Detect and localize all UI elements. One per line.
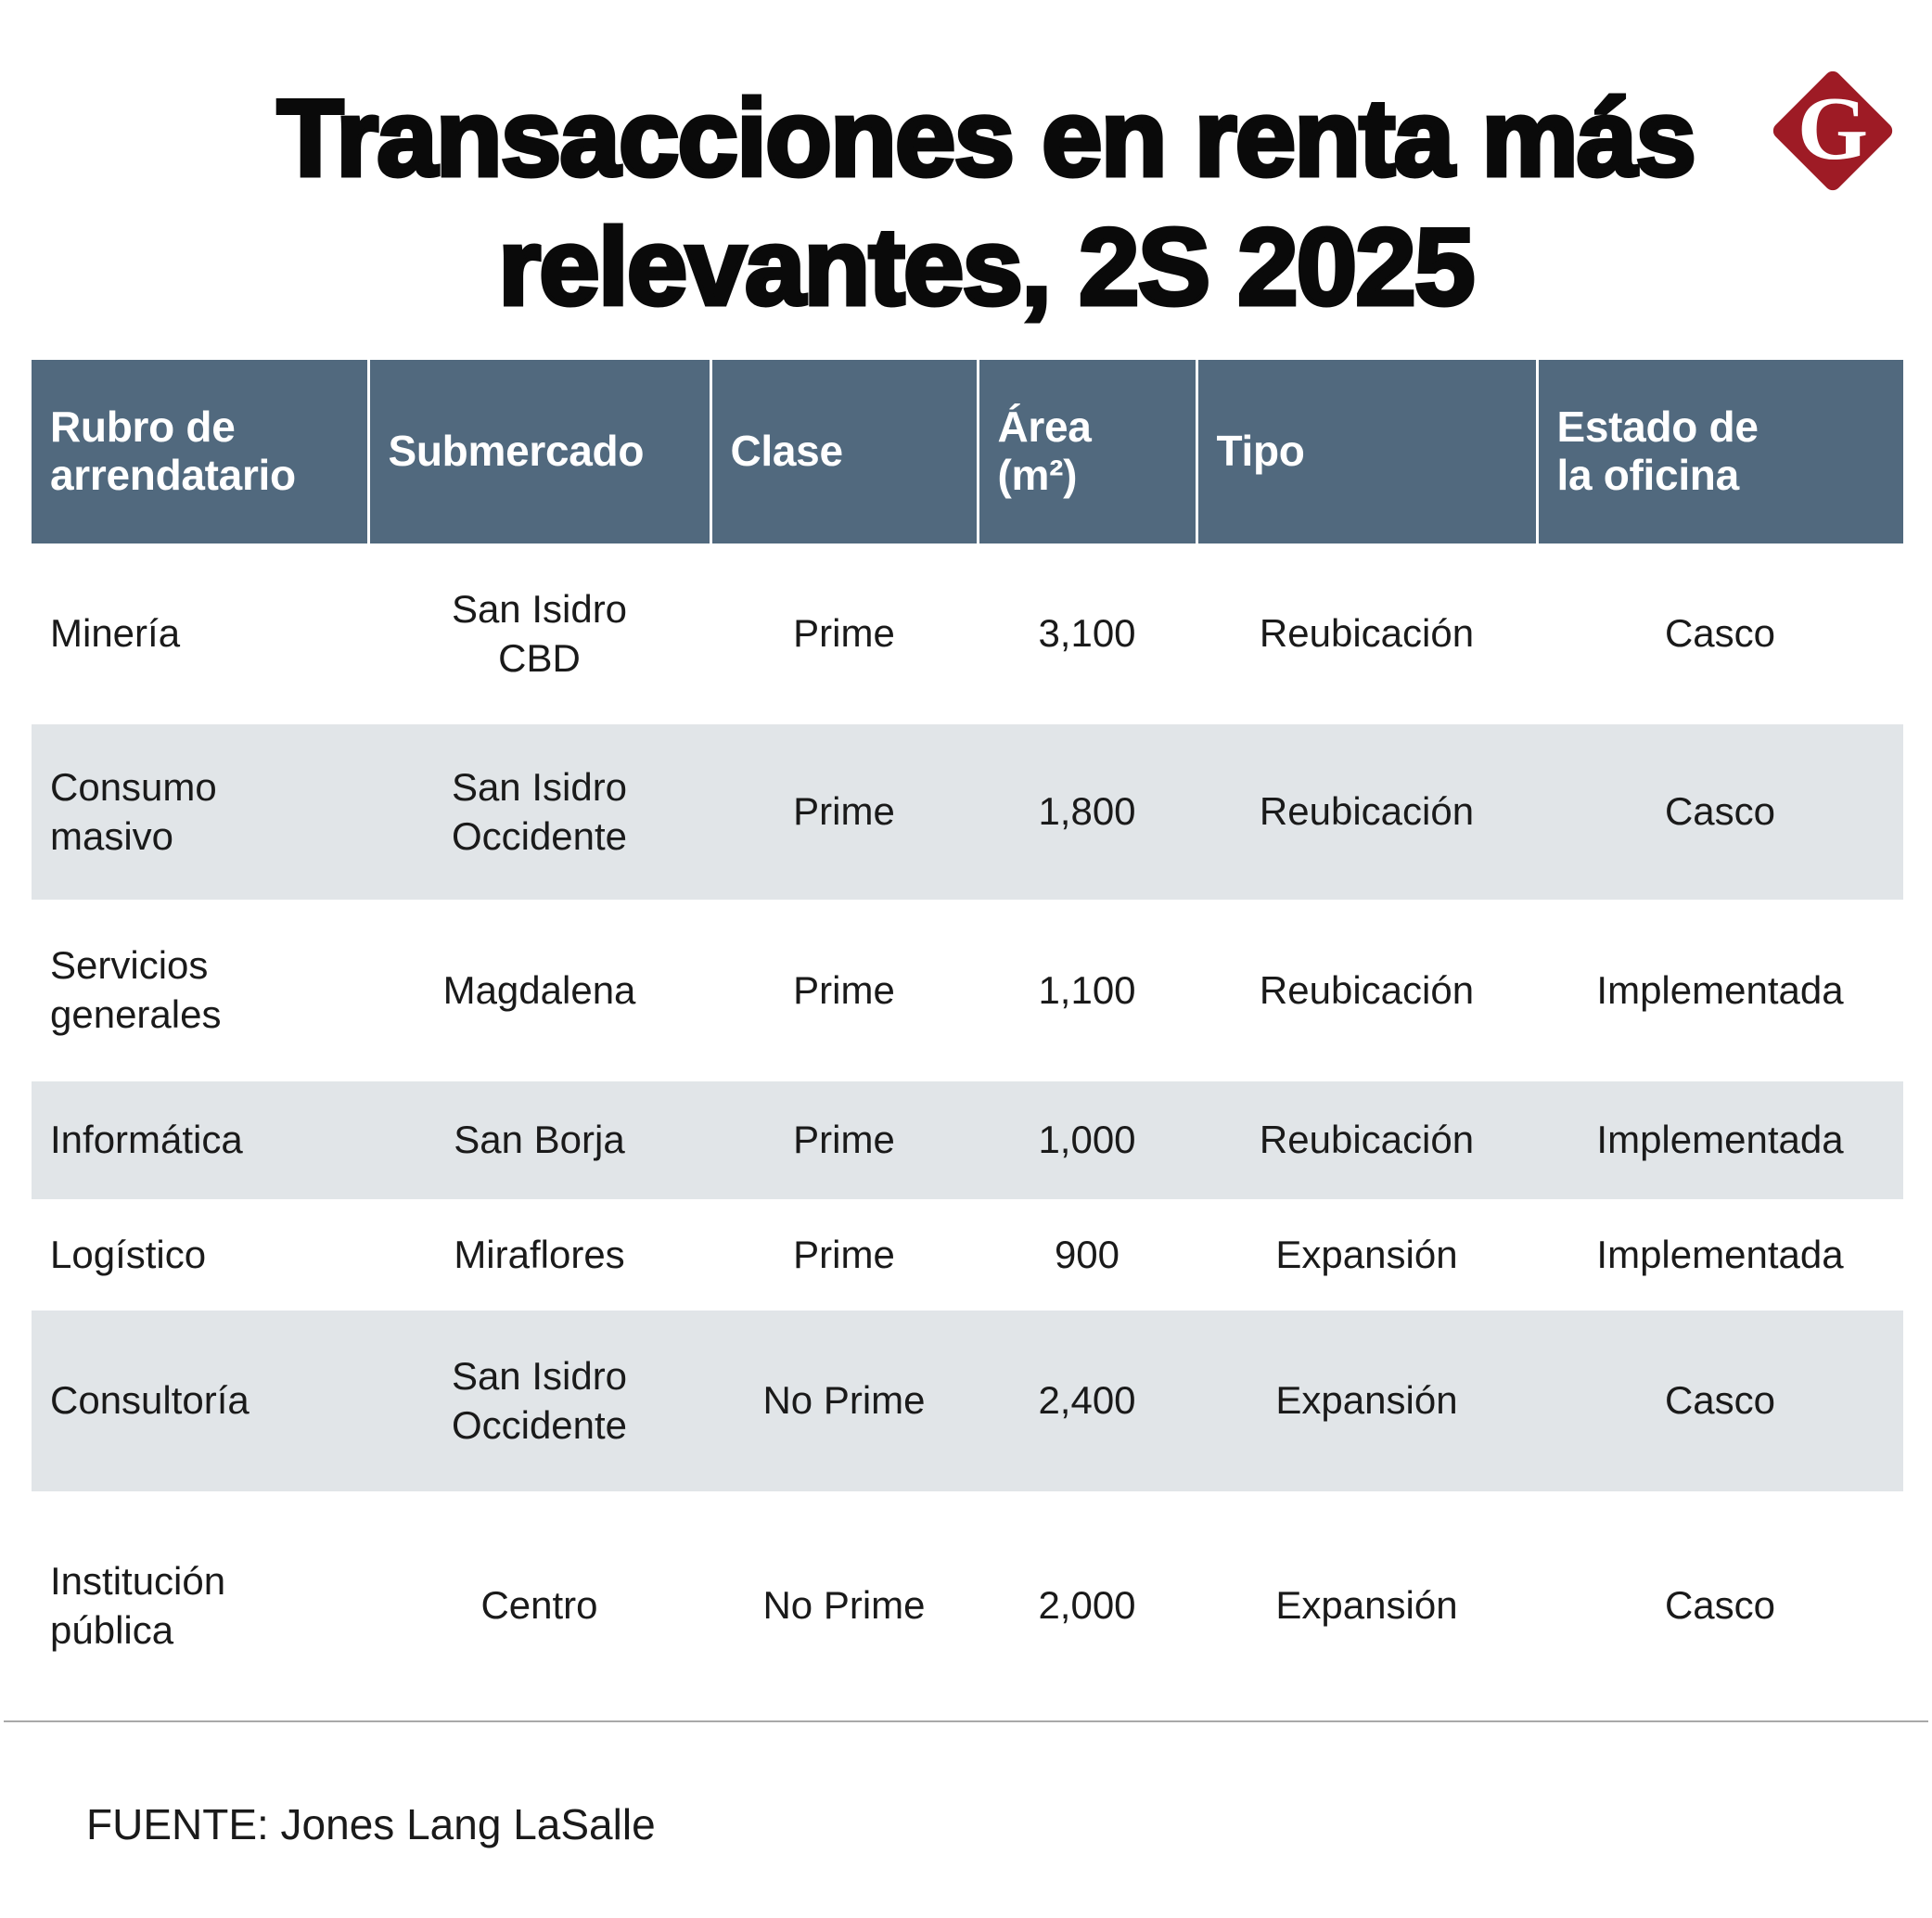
svg-text:G: G <box>1798 79 1868 179</box>
